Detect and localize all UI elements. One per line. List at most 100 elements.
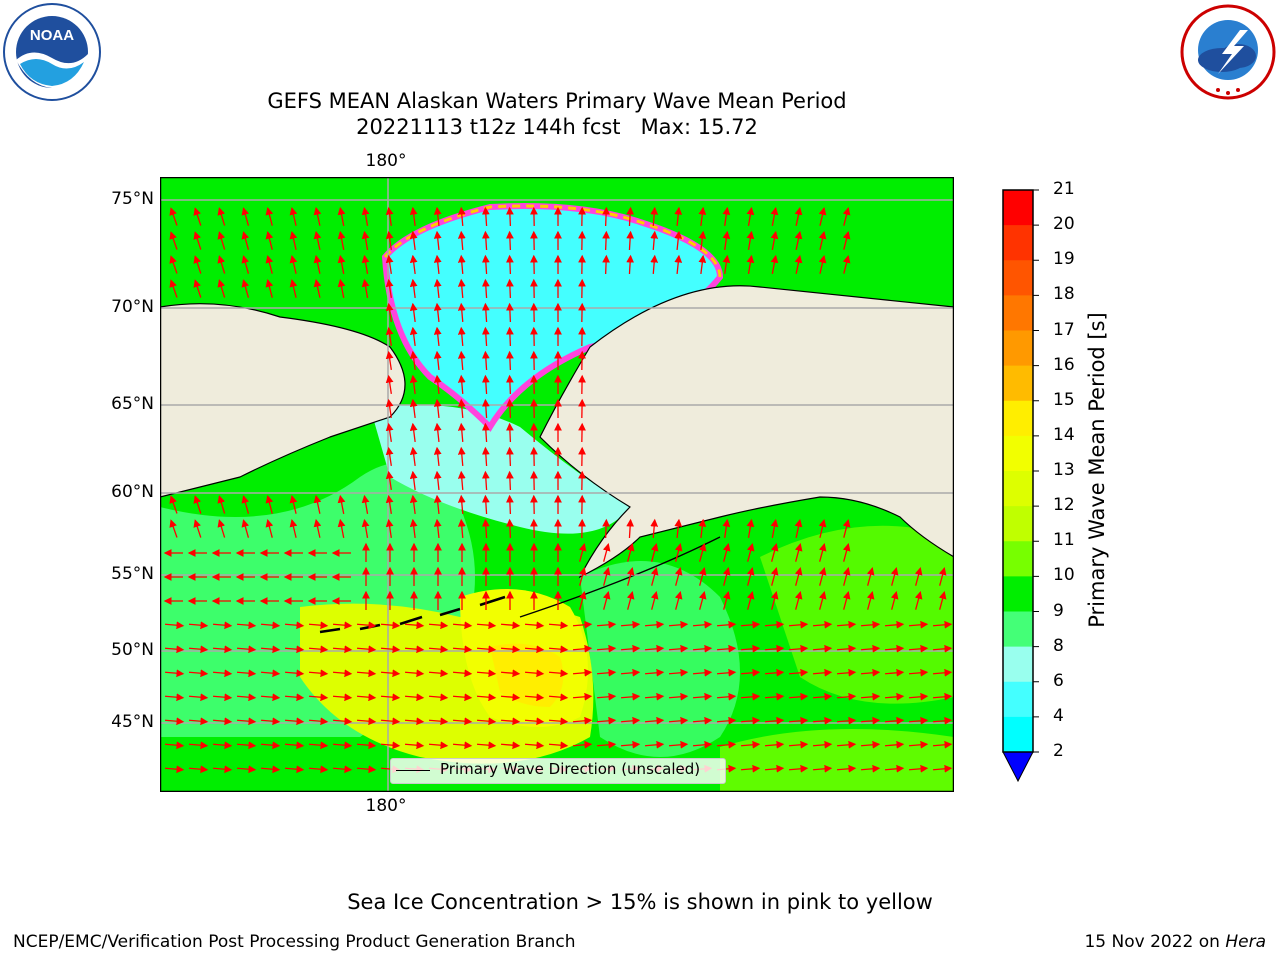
wave-arrow [428, 669, 449, 678]
wave-arrow [308, 741, 329, 750]
wave-arrow [457, 398, 466, 419]
wave-arrow [668, 644, 689, 653]
wave-arrow [332, 741, 353, 750]
wave-arrow [289, 254, 298, 274]
wave-arrow [433, 206, 442, 227]
wave-arrow [212, 645, 233, 654]
wave-arrow [884, 692, 905, 701]
wave-arrow [596, 620, 617, 629]
wave-arrow [596, 644, 617, 653]
wave-arrow [265, 279, 274, 298]
wave-arrow [265, 231, 274, 250]
colorbar-tick-label: 11 [1053, 530, 1075, 551]
wave-arrow [908, 668, 929, 677]
wave-arrow [698, 567, 707, 586]
wave-arrow [812, 620, 833, 629]
colorbar-tick-label: 8 [1053, 635, 1064, 656]
wave-arrow [860, 620, 881, 629]
wave-arrow [505, 374, 514, 395]
wave-arrow [764, 764, 785, 773]
wave-arrow [193, 207, 202, 226]
wave-arrow [764, 644, 785, 653]
wave-arrow [794, 543, 803, 562]
colorbar-segment [1003, 576, 1033, 612]
wave-arrow [409, 278, 418, 299]
wave-arrow [289, 278, 298, 298]
wave-arrow [722, 254, 731, 274]
lon-label-top: 180° [365, 151, 407, 171]
wave-arrow [890, 591, 899, 610]
wave-arrow [698, 230, 707, 251]
wave-arrow [716, 716, 737, 725]
colorbar-segment [1003, 646, 1033, 683]
wave-arrow [409, 422, 418, 443]
wave-arrow [932, 692, 953, 701]
wave-arrow [500, 645, 521, 654]
wave-arrow [764, 668, 785, 677]
wave-arrow [385, 206, 394, 226]
wave-arrow [169, 279, 178, 298]
wave-arrow [356, 669, 377, 678]
wave-arrow [650, 591, 659, 610]
wave-arrow [332, 621, 353, 630]
colorbar-tick-label: 6 [1053, 670, 1064, 691]
wave-arrow [164, 693, 185, 702]
wave-arrow [650, 206, 659, 227]
colorbar-segment [1003, 330, 1033, 367]
colorbar-extend-triangle [1002, 751, 1034, 783]
wave-arrow [602, 543, 611, 562]
wave-arrow [481, 302, 490, 323]
wave-arrow [457, 230, 466, 251]
wave-arrow [746, 543, 755, 562]
wave-arrow [818, 567, 827, 586]
wave-arrow [932, 620, 953, 629]
wave-arrow [380, 621, 401, 630]
wave-arrow [812, 644, 833, 653]
wave-arrow [356, 741, 377, 750]
wave-arrow [938, 567, 947, 586]
wave-arrow [241, 279, 250, 298]
wave-arrow [914, 591, 923, 610]
wave-arrow [524, 717, 545, 726]
wave-arrow [433, 398, 442, 419]
wave-arrow [500, 621, 521, 630]
wave-arrow [884, 668, 905, 677]
wave-arrow [385, 278, 394, 298]
wave-arrow [722, 230, 731, 250]
wave-arrow [169, 255, 178, 274]
wave-arrow [481, 350, 490, 371]
wave-arrow [241, 495, 250, 514]
colorbar-segment [1003, 260, 1033, 296]
wave-arrow [457, 302, 466, 323]
wave-arrow [313, 278, 322, 298]
wave-arrow [674, 230, 683, 251]
wave-arrow [812, 692, 833, 701]
wave-arrow [452, 717, 473, 726]
wave-arrow [698, 206, 707, 227]
wave-arrow [457, 518, 466, 539]
colorbar-segment [1003, 611, 1033, 648]
wave-arrow [308, 645, 329, 654]
wave-arrow [409, 374, 418, 395]
wave-arrow [794, 254, 803, 274]
wave-arrow [788, 716, 809, 725]
land-alaska [539, 285, 954, 579]
wave-arrow [698, 543, 707, 562]
colorbar [1002, 189, 1039, 783]
wave-arrow [332, 645, 353, 654]
wave-arrow [236, 693, 257, 702]
legend-line-sample [396, 770, 430, 771]
wave-arrow [836, 668, 857, 677]
wave-arrow [476, 693, 497, 702]
wave-arrow [524, 621, 545, 630]
wave-arrow [433, 350, 442, 371]
wave-arrow [457, 350, 466, 371]
wave-arrow [770, 206, 779, 226]
wave-arrow [433, 446, 442, 467]
wave-arrow [812, 764, 833, 773]
wave-arrow [385, 326, 394, 346]
wave-arrow [332, 717, 353, 726]
wave-arrow [236, 645, 257, 654]
lat-label-65: 65°N [111, 394, 154, 414]
wave-arrow [740, 716, 761, 725]
